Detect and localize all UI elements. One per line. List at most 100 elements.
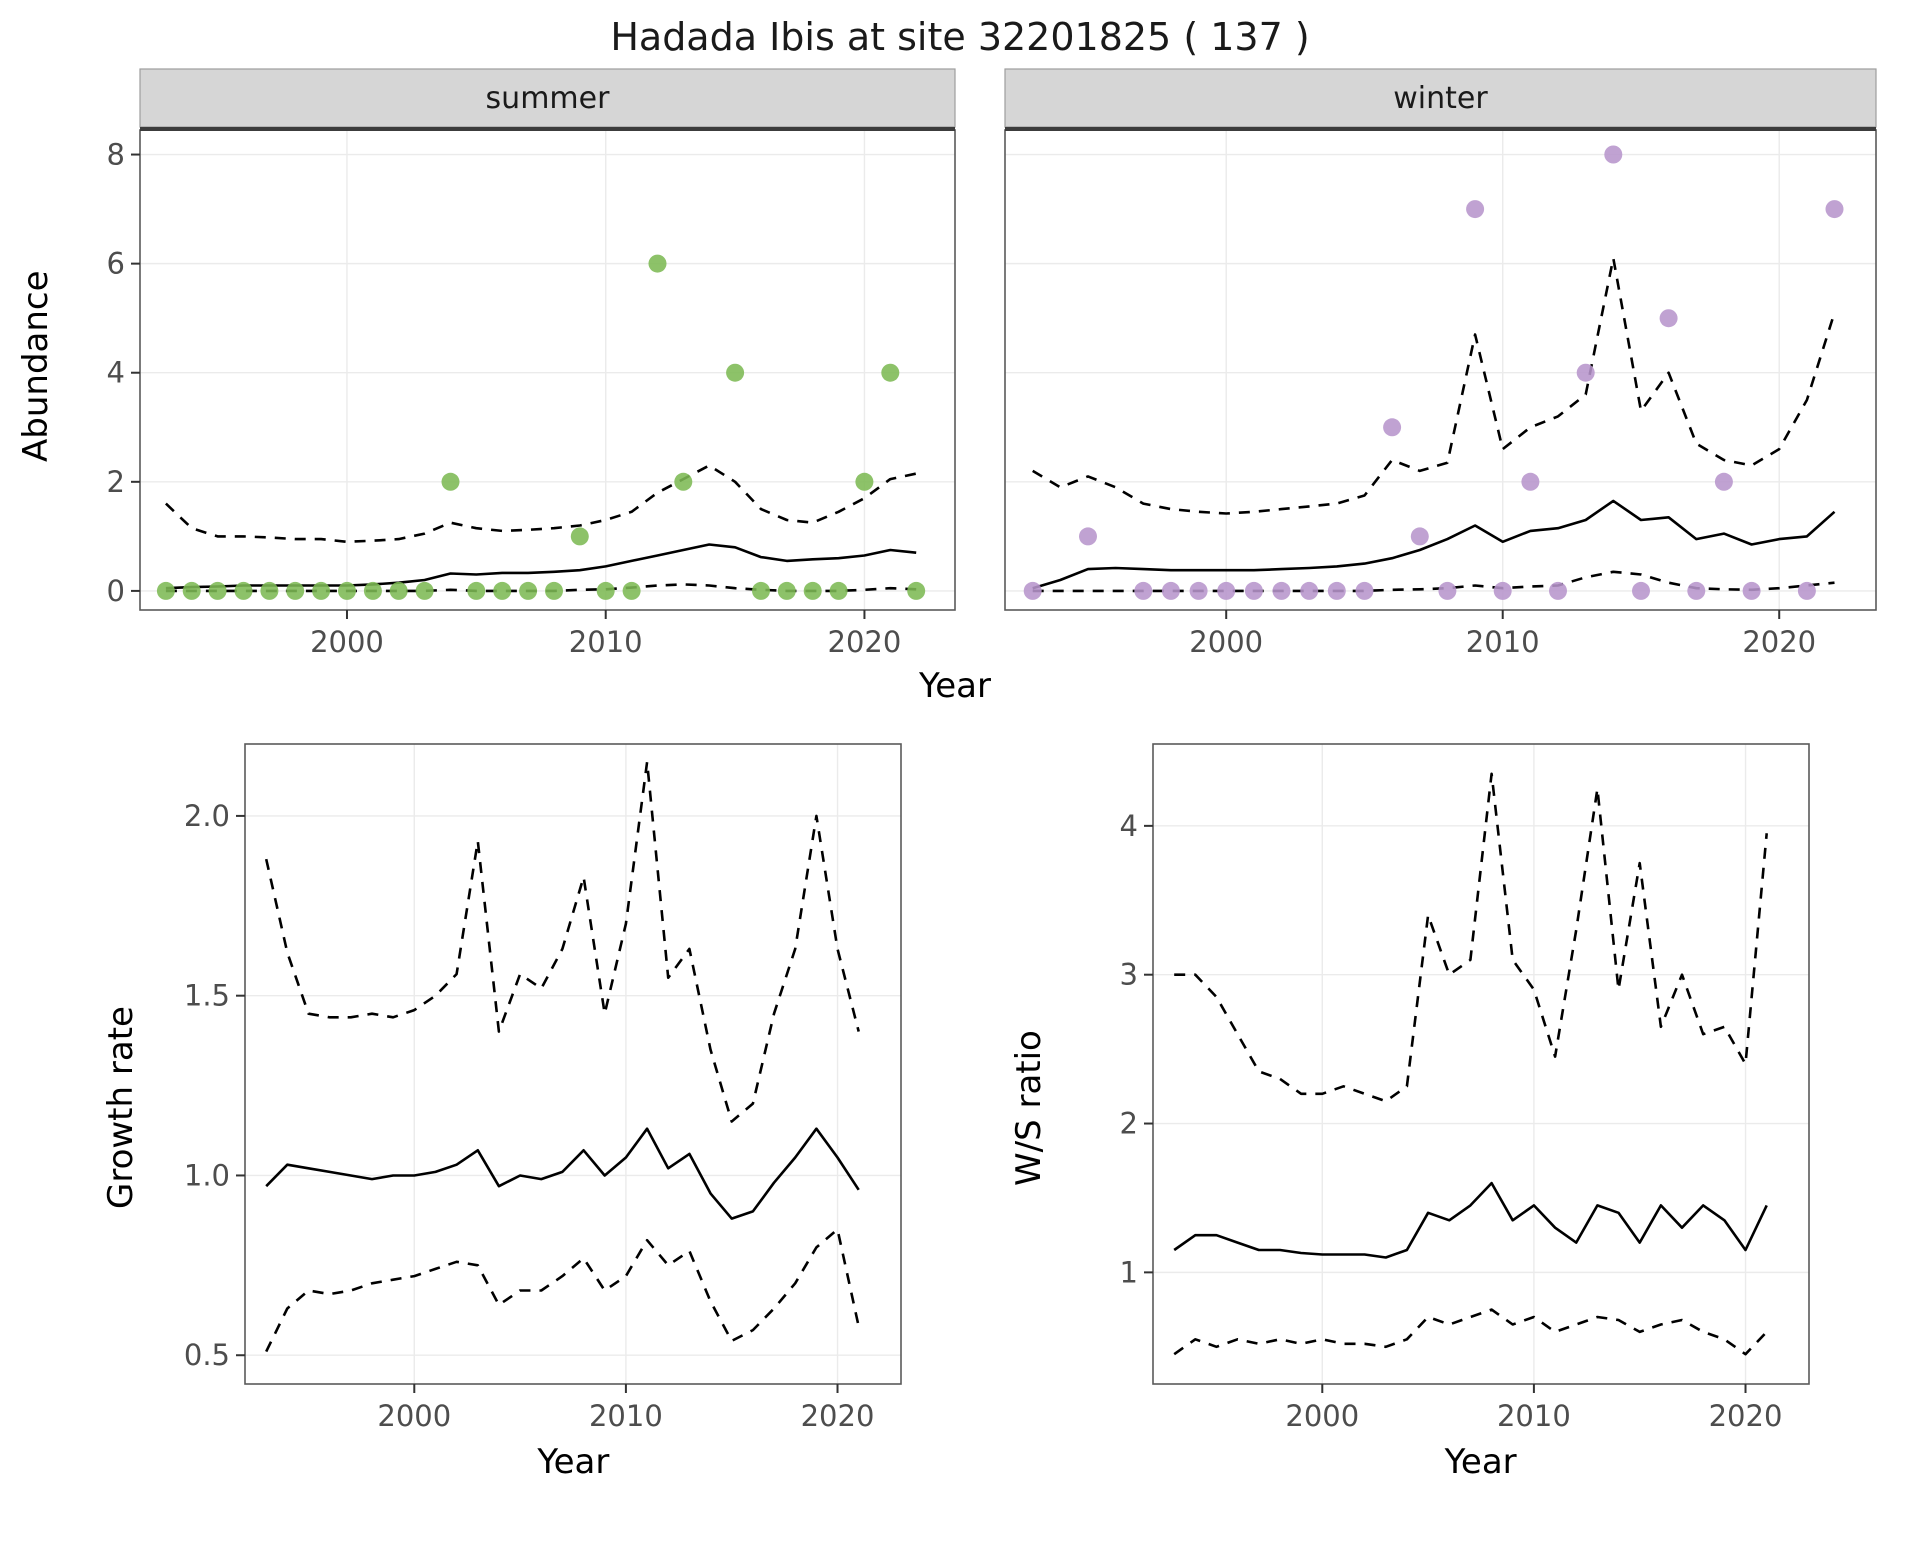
y-tick-label: 2 [1119,1107,1137,1141]
ws-ratio-panel: 2000 2010 2020 1 2 3 4 [1055,728,1825,1440]
ws-ratio-ci-lower-line [1173,1308,1768,1356]
abundance-winter-ci-lower-line [1032,570,1835,593]
ws-ratio-x-axis-title: Year [1444,1442,1517,1482]
abundance-summer-observation-point [622,581,641,600]
abundance-winter-observation-point [1023,581,1042,600]
abundance-summer-observation-point [803,581,822,600]
x-tick-label: 2010 [569,625,643,659]
abundance-section: Abundance summer 2000 2010 2020 0 2 4 6 8 winter… [10,68,1910,664]
abundance-winter-observation-point [1521,472,1540,491]
abundance-winter-observation-point [1576,363,1595,382]
abundance-winter-observation-point [1493,581,1512,600]
abundance-summer-observation-point [234,581,253,600]
y-tick-label: 3 [1119,958,1137,992]
x-tick-label: 2000 [1189,625,1263,659]
abundance-summer-observation-point [441,472,460,491]
abundance-winter-fit-median-line [1032,499,1836,590]
x-tick-label: 2000 [378,1399,452,1433]
abundance-summer-observation-point [156,581,175,600]
abundance-winter-observation-point [1134,581,1153,600]
abundance-winter-observation-point [1466,200,1485,219]
abundance-winter-observation-point [1272,581,1291,600]
y-tick-label: 1.5 [184,979,230,1013]
x-tick-label: 2020 [1742,625,1816,659]
x-tick-label: 2000 [1285,1399,1359,1433]
abundance-summer-observation-point [363,581,382,600]
ws-ratio-ci-upper-line [1173,772,1768,1103]
ws-ratio-axis-title: W/S ratio [1008,1030,1049,1186]
bottom-section: Growth rate 2000 2010 2020 0.5 1.0 1.5 2.0 Yea… [10,728,1910,1488]
abundance-summer-observation-point [907,581,926,600]
y-tick-label: 2.0 [184,799,230,833]
y-tick-label: 8 [107,138,125,172]
figure-title: Hadada Ibis at site 32201825 ( 137 ) [610,15,1310,59]
abundance-winter-observation-point [1300,581,1319,600]
panel-background [140,130,955,610]
abundance-summer-observation-point [182,581,201,600]
abundance-summer-observation-point [674,472,693,491]
abundance-summer-observation-point [260,581,279,600]
abundance-summer-svg: summer 2000 2010 2020 0 2 4 6 8 [107,68,956,659]
x-tick-label: 2020 [828,625,902,659]
facet-strip [139,68,956,128]
growth-rate-ci-upper-line [265,760,861,1123]
abundance-winter-observation-point [1632,581,1650,600]
abundance-summer-observation-point [467,581,486,600]
abundance-summer-observation-point [855,472,874,491]
ws-ratio-fit-median-line [1173,1181,1768,1259]
abundance-winter-svg: winter 2000 2010 2020 [1004,68,1877,659]
abundance-summer-ci-upper-line [165,464,917,544]
abundance-summer-observation-point [545,581,563,600]
abundance-winter-observation-point [1327,581,1346,600]
y-tick-label: 4 [107,356,125,390]
abundance-summer-observation-point [570,527,589,546]
y-tick-label: 1.0 [184,1158,230,1192]
growth-rate-axis-title: Growth rate [101,1006,142,1210]
abundance-winter-observation-point [1383,418,1402,437]
growth-rate-svg: 2000 2010 2020 0.5 1.0 1.5 2.0 [184,743,903,1433]
ws-ratio-block: W/S ratio 2000 2010 2020 1 2 3 4 Year [1003,728,1825,1488]
y-tick-label: 0 [107,574,125,608]
ws-ratio-svg: 2000 2010 2020 1 2 3 4 [1119,743,1810,1433]
abundance-winter-ci-upper-line [1032,256,1836,515]
abundance-x-axis-title: Year [919,666,991,706]
y-tick-label: 0.5 [184,1338,230,1372]
panel-border [1151,743,1810,1385]
abundance-winter-observation-point [1438,581,1457,600]
abundance-winter-observation-point [1410,527,1429,546]
abundance-summer-observation-point [493,581,512,600]
abundance-summer-observation-point [415,581,434,600]
panel-background [245,744,902,1384]
abundance-winter-observation-point [1217,581,1236,600]
x-tick-label: 2010 [589,1399,663,1433]
abundance-summer-observation-point [777,581,796,600]
growth-rate-fit-median-line [265,1127,861,1220]
growth-rate-column: 2000 2010 2020 0.5 1.0 1.5 2.0 Year [147,728,917,1488]
abundance-winter-observation-point [1244,581,1263,600]
growth-rate-ci-lower-line [265,1228,861,1353]
abundance-winter-observation-point [1825,200,1844,219]
growth-rate-panel: 2000 2010 2020 0.5 1.0 1.5 2.0 [147,728,917,1440]
abundance-winter-observation-point [1797,581,1816,600]
abundance-summer-observation-point [389,581,408,600]
abundance-summer-observation-point [596,581,615,600]
y-tick-label: 6 [107,247,125,281]
abundance-summer-observation-point [312,581,331,600]
x-tick-label: 2000 [310,625,384,659]
abundance-winter-observation-point [1659,309,1678,328]
abundance-axis-title: Abundance [16,270,56,462]
abundance-summer-observation-point [208,581,227,600]
abundance-winter-observation-point [1079,527,1097,546]
facet-strip-label: winter [1393,81,1488,116]
abundance-summer-observation-point [829,581,848,600]
abundance-panels: summer 2000 2010 2020 0 2 4 6 8 winter 2000 2010 20… [62,68,1890,664]
x-tick-label: 2020 [1708,1399,1782,1433]
growth-rate-block: Growth rate 2000 2010 2020 0.5 1.0 1.5 2.0 Yea… [95,728,917,1488]
abundance-summer-panel: summer 2000 2010 2020 0 2 4 6 8 [62,68,967,664]
ws-ratio-column: 2000 2010 2020 1 2 3 4 Year [1055,728,1825,1488]
abundance-winter-observation-point [1189,581,1208,600]
abundance-winter-observation-point [1549,581,1567,600]
abundance-summer-observation-point [752,581,770,600]
panel-background [1152,744,1809,1384]
facet-strip [1004,68,1877,128]
